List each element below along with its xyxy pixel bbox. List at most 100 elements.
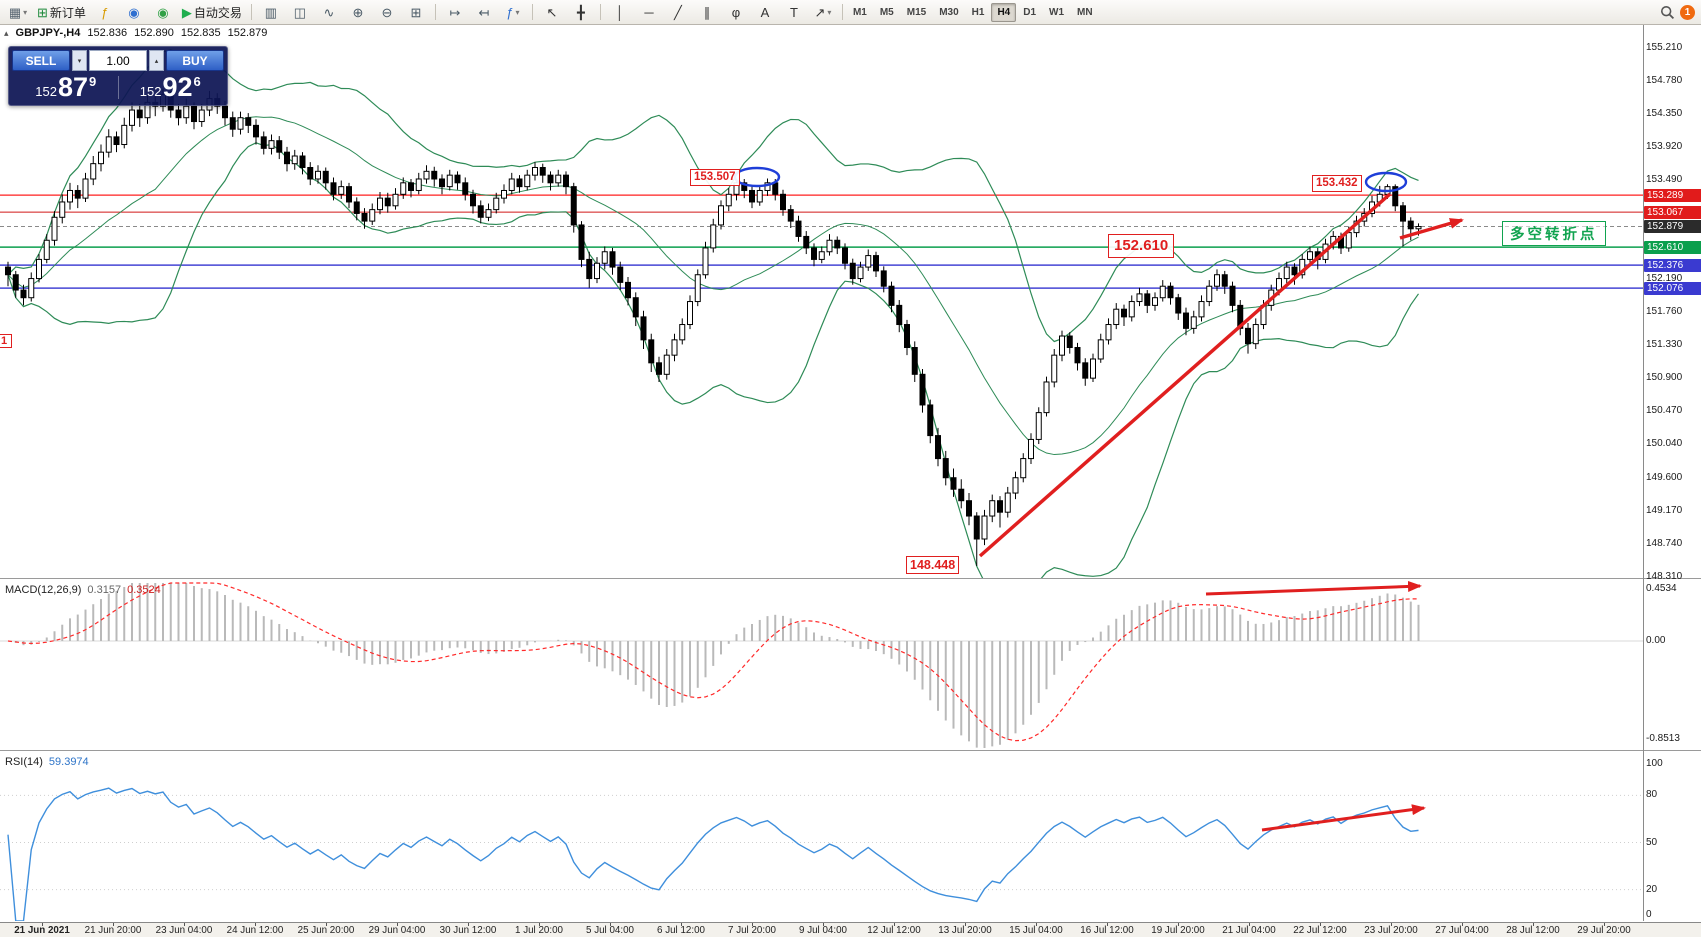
lot-increase-button[interactable]: ▴ xyxy=(149,50,164,71)
vertical-line-icon[interactable]: │ xyxy=(615,4,624,20)
zoom-out-icon[interactable]: ⊖ xyxy=(381,4,393,20)
rsi-scale-label: 50 xyxy=(1646,836,1658,848)
clipped-left-label: 1 xyxy=(0,334,13,348)
lot-decrease-button[interactable]: ▾ xyxy=(72,50,87,71)
new-order-button[interactable]: ⊞ 新订单 xyxy=(37,4,86,20)
time-axis-label: 12 Jul 12:00 xyxy=(867,925,921,936)
time-axis-tick xyxy=(681,923,682,926)
lot-size-input[interactable] xyxy=(89,50,147,71)
fibonacci-icon[interactable]: φ xyxy=(731,4,741,20)
high-callout-153507: 153.507 xyxy=(690,169,740,186)
candlestick-chart-icon[interactable]: ◫ xyxy=(293,4,307,20)
time-axis-tick xyxy=(1462,923,1463,926)
toolbar-separator xyxy=(434,4,436,20)
terminal-icon[interactable]: ◉ xyxy=(157,4,169,20)
cursor-icon[interactable]: ↖ xyxy=(546,4,558,20)
time-axis-label: 23 Jun 04:00 xyxy=(155,925,213,936)
toolbar: ▦ ▾ ⊞ 新订单 ƒ ◉ ◉ ▶ 自动交易 ▥ ◫ ∿ ⊕ ⊖ ⊞ ↦ ↤ ƒ ▾ ↖ ╋ │ ─ ╱ ∥ φ A T ↗ ▾ M1 M5… xyxy=(0,0,1701,25)
toolbar-separator xyxy=(599,4,601,20)
turning-point-label: 多空转折点 xyxy=(1502,221,1606,246)
trend-arrow xyxy=(1205,580,1422,596)
time-axis-tick xyxy=(752,923,753,926)
time-axis-label: 16 Jul 12:00 xyxy=(1080,925,1134,936)
rsi-pane xyxy=(0,787,1643,921)
trendline-icon[interactable]: ╱ xyxy=(674,4,682,20)
new-chart-icon[interactable]: ▦ ▾ xyxy=(8,4,28,20)
timeframe-MN[interactable]: MN xyxy=(1077,6,1093,18)
time-axis-label: 30 Jun 12:00 xyxy=(439,925,497,936)
close-value: 152.879 xyxy=(227,27,268,39)
low-callout-148448: 148.448 xyxy=(906,556,960,575)
crosshair-icon[interactable]: ╋ xyxy=(577,4,585,20)
bollinger-bands xyxy=(7,49,1419,578)
timeframe-M5[interactable]: M5 xyxy=(879,6,894,18)
time-axis-tick xyxy=(610,923,611,926)
price-scale-label: 151.330 xyxy=(1646,339,1683,351)
time-axis-label: 28 Jul 12:00 xyxy=(1506,925,1560,936)
equidistant-channel-icon[interactable]: ∥ xyxy=(703,4,711,20)
price-scale-label: 153.490 xyxy=(1646,173,1683,185)
buy-price: 152 92 6 xyxy=(139,72,201,102)
symbol-period-label: GBPJPY-,H4 xyxy=(15,27,81,39)
price-tag: 152.879 xyxy=(1644,220,1701,234)
time-axis-tick xyxy=(1107,923,1108,926)
timeframe-M15[interactable]: M15 xyxy=(906,6,927,18)
rsi-scale-label: 100 xyxy=(1646,758,1663,769)
timeframe-W1[interactable]: W1 xyxy=(1049,6,1065,18)
bar-chart-icon[interactable]: ▥ xyxy=(264,4,278,20)
time-axis-tick xyxy=(1178,923,1179,926)
time-axis-tick xyxy=(255,923,256,926)
zoom-in-icon[interactable]: ⊕ xyxy=(352,4,364,20)
time-axis-label: 21 Jun 20:00 xyxy=(84,925,142,936)
chart-shift-icon[interactable]: ↤ xyxy=(478,4,490,20)
macd-label: MACD(12,26,9) 0.3157 0.3524 xyxy=(5,584,161,596)
price-tag: 152.076 xyxy=(1644,281,1701,295)
auto-scroll-icon[interactable]: ↦ xyxy=(449,4,461,20)
price-scale-label: 150.470 xyxy=(1646,405,1683,417)
macd-scale-label: 0.00 xyxy=(1646,635,1666,646)
toolbar-separator xyxy=(841,4,843,20)
buy-button[interactable]: BUY xyxy=(166,50,224,71)
autotrading-button[interactable]: ▶ 自动交易 xyxy=(181,4,242,20)
horizontal-line-icon[interactable]: ─ xyxy=(644,4,654,20)
price-scale-label: 150.900 xyxy=(1646,372,1683,384)
timeframe-H4[interactable]: H4 xyxy=(991,2,1017,22)
timeframe-D1[interactable]: D1 xyxy=(1023,6,1037,18)
search-icon[interactable] xyxy=(1660,5,1675,20)
price-scale-label: 154.350 xyxy=(1646,107,1683,119)
tile-windows-icon[interactable]: ⊞ xyxy=(410,4,422,20)
price-tag: 152.610 xyxy=(1644,240,1701,254)
macd-scale-label: 0.4534 xyxy=(1646,582,1677,594)
price-scale-label: 154.780 xyxy=(1646,74,1683,86)
arrows-list-icon[interactable]: ↗ ▾ xyxy=(814,4,832,20)
time-axis[interactable]: 21 Jun 2021 21 Jun 20:00 23 Jun 04:00 24 Ju… xyxy=(0,922,1701,937)
text-icon[interactable]: A xyxy=(760,4,770,20)
toolbar-right: 1 xyxy=(1660,4,1697,20)
time-axis-tick xyxy=(1533,923,1534,926)
indicators-icon[interactable]: ƒ ▾ xyxy=(506,4,520,20)
time-axis-label: 19 Jul 20:00 xyxy=(1151,925,1205,936)
timeframe-H1[interactable]: H1 xyxy=(971,6,985,18)
metaeditor-icon[interactable]: ƒ xyxy=(101,4,109,20)
sell-button[interactable]: SELL xyxy=(12,50,70,71)
marketwatch-icon[interactable]: ◉ xyxy=(128,4,140,20)
rsi-scale-label: 80 xyxy=(1646,789,1658,801)
timeframe-M1[interactable]: M1 xyxy=(852,6,867,18)
time-axis-label: 24 Jun 12:00 xyxy=(226,925,284,936)
notification-badge[interactable]: 1 xyxy=(1680,4,1695,20)
text-label-icon[interactable]: T xyxy=(789,4,798,20)
price-scale-label: 149.170 xyxy=(1646,504,1683,516)
time-axis-label: 7 Jul 20:00 xyxy=(728,925,776,936)
collapse-panel-icon[interactable]: ▴ xyxy=(4,27,9,38)
price-scale-label: 148.310 xyxy=(1646,570,1683,582)
time-axis-tick xyxy=(1604,923,1605,926)
toolbar-separator xyxy=(250,4,252,20)
price-scale-label: 151.760 xyxy=(1646,306,1683,318)
line-chart-icon[interactable]: ∿ xyxy=(323,4,335,20)
candles-layer xyxy=(5,88,1422,566)
price-scale-label: 152.190 xyxy=(1646,273,1683,285)
time-axis-label: 25 Jun 20:00 xyxy=(297,925,355,936)
timeframe-M30[interactable]: M30 xyxy=(939,6,959,18)
